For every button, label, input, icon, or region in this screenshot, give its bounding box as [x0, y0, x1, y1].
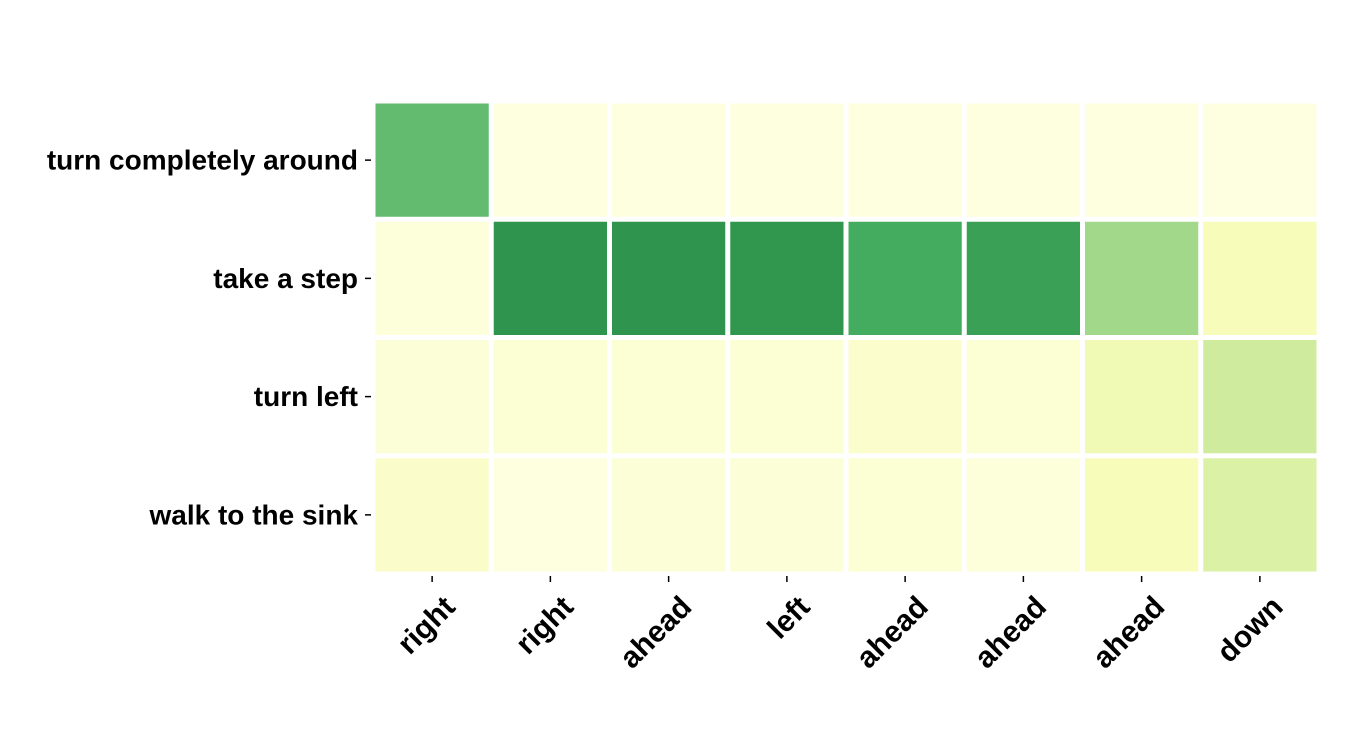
- heatmap-cell: [730, 221, 844, 335]
- y-tick-label: take a step: [213, 263, 358, 294]
- heatmap-cell: [730, 458, 844, 572]
- x-tick-label: right: [510, 590, 580, 660]
- heatmap-cell: [1203, 103, 1317, 217]
- x-tick-label: ahead: [614, 590, 699, 675]
- heatmap-cell: [612, 340, 726, 454]
- heatmap-cells: [375, 103, 1317, 572]
- x-tick-label: left: [761, 590, 816, 645]
- heatmap-cell: [1085, 221, 1199, 335]
- heatmap-cell: [375, 103, 489, 217]
- heatmap-cell: [612, 221, 726, 335]
- heatmap-cell: [1203, 458, 1317, 572]
- x-tick-label: ahead: [1087, 590, 1172, 675]
- heatmap-cell: [1085, 103, 1199, 217]
- x-tick-label: right: [391, 590, 461, 660]
- heatmap-cell: [1085, 340, 1199, 454]
- heatmap-cell: [612, 458, 726, 572]
- heatmap-cell: [730, 103, 844, 217]
- heatmap-cell: [848, 221, 962, 335]
- heatmap-cell: [848, 103, 962, 217]
- y-tick-label: turn left: [254, 381, 358, 412]
- y-axis: turn completely around take a step turn le…: [47, 145, 371, 530]
- x-axis: right right ahead left ahead ahead ahead down: [391, 576, 1290, 675]
- heatmap-cell: [966, 221, 1080, 335]
- heatmap-cell: [493, 458, 607, 572]
- heatmap-cell: [848, 340, 962, 454]
- y-tick-label: turn completely around: [47, 145, 358, 176]
- heatmap-cell: [612, 103, 726, 217]
- heatmap-cell: [1203, 340, 1317, 454]
- x-tick-label: down: [1211, 590, 1290, 669]
- heatmap-cell: [493, 103, 607, 217]
- heatmap-cell: [966, 103, 1080, 217]
- x-tick-label: ahead: [850, 590, 935, 675]
- heatmap-cell: [375, 340, 489, 454]
- heatmap-cell: [730, 340, 844, 454]
- heatmap-cell: [1203, 221, 1317, 335]
- heatmap-cell: [375, 458, 489, 572]
- heatmap-cell: [375, 221, 489, 335]
- x-tick-label: ahead: [968, 590, 1053, 675]
- heatmap-cell: [966, 340, 1080, 454]
- heatmap-cell: [493, 340, 607, 454]
- heatmap-cell: [1085, 458, 1199, 572]
- heatmap-cell: [966, 458, 1080, 572]
- y-tick-label: walk to the sink: [149, 499, 359, 530]
- heatmap-cell: [848, 458, 962, 572]
- heatmap-cell: [493, 221, 607, 335]
